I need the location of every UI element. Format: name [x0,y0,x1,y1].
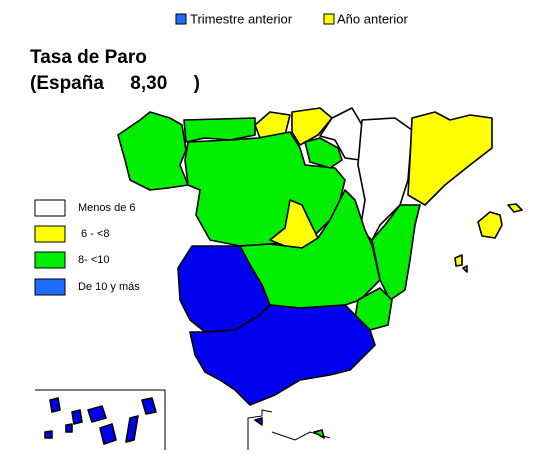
island [125,415,139,443]
toggle-swatch [323,13,335,25]
region [477,211,503,239]
region [189,304,376,406]
inset-frame [35,389,166,450]
legend-label: 8- <10 [78,254,110,266]
ceuta-melilla-inset [247,409,331,450]
region [462,265,468,273]
toggle[interactable]: Año anterior [323,11,408,26]
toggle-label[interactable]: Trimestre anterior [190,11,293,26]
region [117,111,189,191]
title: Tasa de Paro [30,47,147,68]
region [313,429,325,439]
legend-swatch [34,251,66,269]
island [71,409,83,425]
island [49,397,61,413]
island [87,405,107,423]
island [141,397,157,415]
region [407,111,493,206]
legend-swatch [34,199,66,217]
island [65,423,73,433]
region [454,254,463,267]
region [291,107,333,146]
toggle-label[interactable]: Año anterior [337,11,408,26]
region [254,417,263,426]
island [44,430,53,439]
toggle-swatch [175,13,187,25]
region [319,107,363,161]
legend-swatch [34,278,66,296]
map [117,107,523,406]
region [304,137,343,169]
region [371,204,421,301]
legend-label: Menos de 6 [78,202,135,214]
region [357,117,413,241]
region [507,203,523,213]
legend-label: De 10 y más [78,281,140,293]
island [99,423,117,445]
toggle[interactable]: Trimestre anterior [175,11,293,26]
legend: Menos de 6 6 - <8 8- <10 De 10 y más [34,199,140,296]
subtitle: (España 8,30 ) [30,73,200,94]
legend-label: 6 - <8 [78,228,110,240]
canarias-inset [35,389,166,450]
region [254,111,291,139]
legend-swatch [34,225,66,243]
inset-frame [247,409,273,450]
